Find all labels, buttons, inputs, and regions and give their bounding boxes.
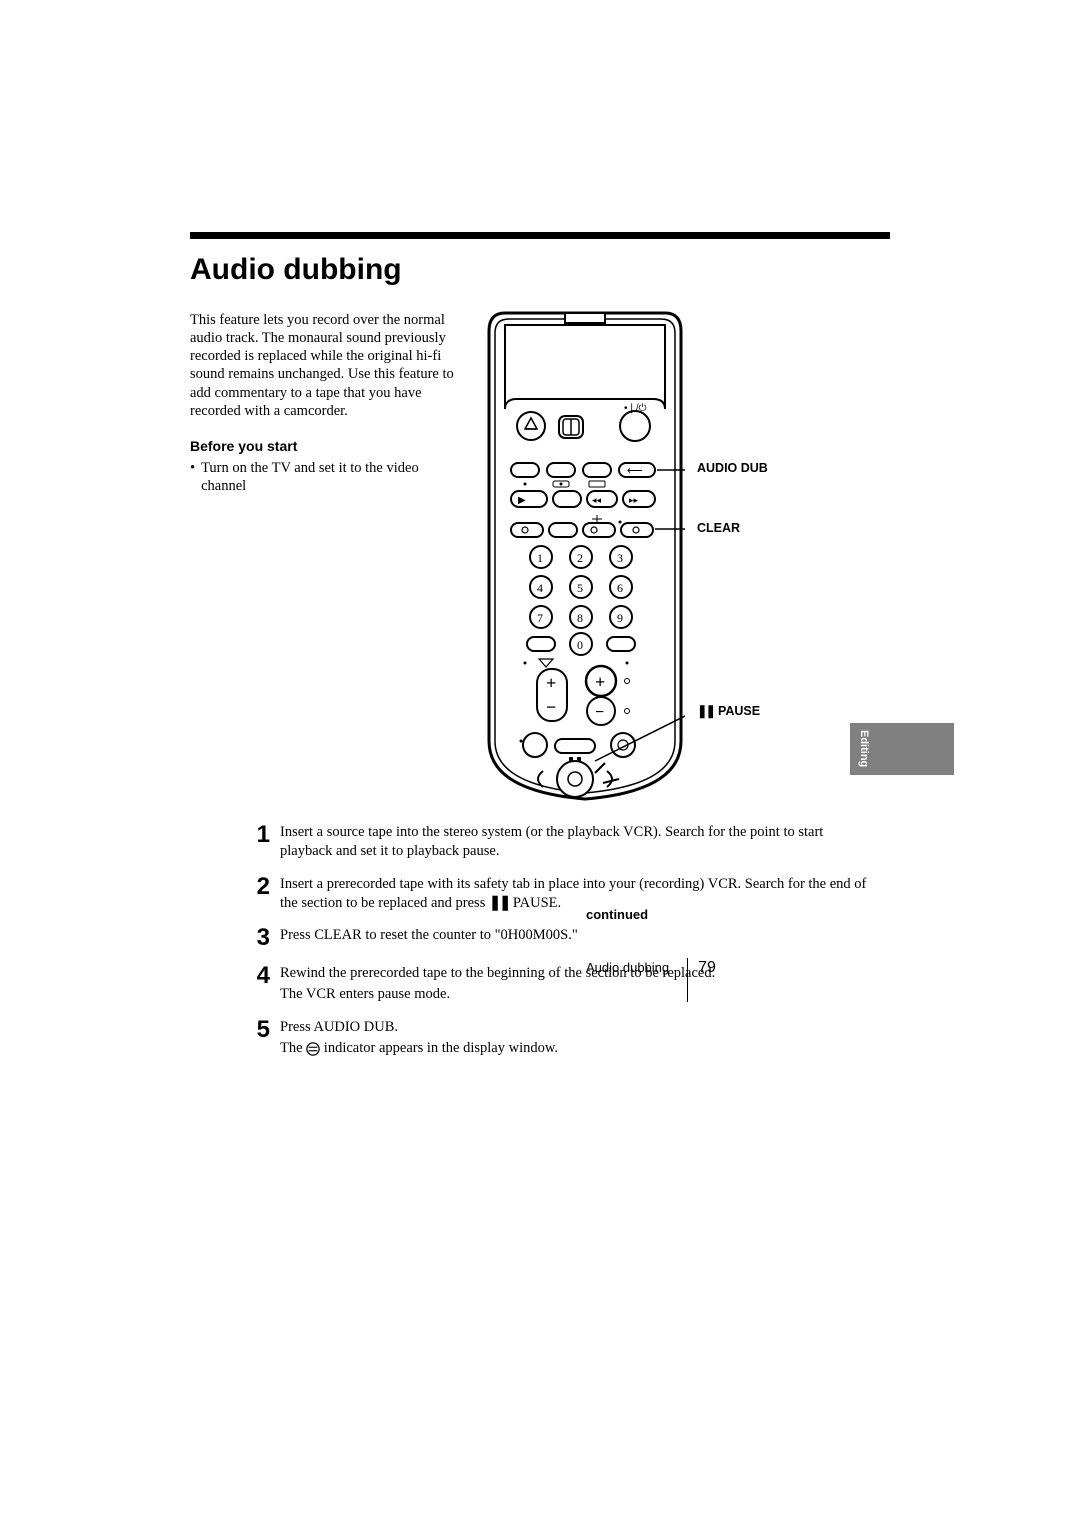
intro-paragraph: This feature lets you record over the no… [190, 311, 465, 420]
svg-text:8: 8 [577, 611, 583, 625]
side-tab-editing: Editing [850, 723, 954, 775]
section-top-bar [190, 232, 890, 239]
step-number: 5 [250, 1018, 270, 1042]
step-after-a: The [280, 1040, 306, 1056]
step-text: Insert a prerecorded tape with its safet… [280, 876, 866, 911]
step-number: 3 [250, 926, 270, 950]
footer-section-name: Audio dubbing [586, 960, 669, 975]
svg-text:4: 4 [537, 581, 543, 595]
callout-audio-dub-text: AUDIO DUB [697, 461, 768, 475]
bullet-text: Turn on the TV and set it to the video c… [201, 459, 465, 495]
side-tab-label: Editing [858, 730, 870, 767]
step-body: Press AUDIO DUB. The indicator appears i… [280, 1018, 558, 1058]
svg-text:▶: ▶ [518, 495, 526, 506]
svg-text:5: 5 [577, 581, 583, 595]
svg-text:−: − [546, 697, 556, 717]
footer-separator [687, 958, 688, 1002]
before-bullet: • Turn on the TV and set it to the video… [190, 459, 465, 495]
svg-text:1: 1 [537, 551, 543, 565]
pause-icon: ❚❚ [697, 704, 714, 718]
step-text-after: PAUSE. [509, 895, 561, 911]
step-text: Press AUDIO DUB. [280, 1019, 398, 1035]
step-body: Insert a source tape into the stereo sys… [280, 823, 870, 861]
svg-text:▸▸: ▸▸ [629, 495, 639, 505]
page-number: 79 [698, 959, 716, 977]
continued-label: continued [586, 907, 890, 922]
svg-text:−: − [595, 704, 604, 721]
before-you-start-heading: Before you start [190, 438, 465, 456]
remote-illustration: •❘/⏻ ⟵ ▶ ◂◂ [485, 311, 685, 806]
step-number: 1 [250, 823, 270, 847]
callout-clear-text: CLEAR [697, 521, 740, 535]
step-number: 4 [250, 964, 270, 988]
step-1: 1 Insert a source tape into the stereo s… [250, 823, 870, 861]
svg-text:3: 3 [617, 551, 623, 565]
pause-inline-icon: ❚❚ [489, 894, 509, 913]
svg-text:•❘/⏻: •❘/⏻ [624, 403, 647, 414]
svg-text:0: 0 [577, 638, 583, 652]
callout-clear: CLEAR [697, 521, 740, 535]
svg-text:+: + [595, 672, 605, 692]
dub-indicator-icon [306, 1042, 320, 1056]
step-number: 2 [250, 875, 270, 899]
callout-audio-dub: AUDIO DUB [697, 461, 768, 475]
svg-text:⟵: ⟵ [627, 465, 643, 477]
step-after: The indicator appears in the display win… [280, 1039, 558, 1058]
step-body: Press CLEAR to reset the counter to "0H0… [280, 926, 578, 945]
svg-text:6: 6 [617, 581, 623, 595]
svg-text:+: + [546, 673, 556, 693]
svg-text:◂◂: ◂◂ [592, 495, 602, 505]
svg-text:9: 9 [617, 611, 623, 625]
step-5: 5 Press AUDIO DUB. The indicator appears… [250, 1018, 870, 1058]
page-title: Audio dubbing [190, 253, 890, 287]
svg-text:7: 7 [537, 611, 543, 625]
page-footer: continued Audio dubbing 79 [586, 907, 890, 990]
bullet-dot: • [190, 459, 195, 495]
step-after-b: indicator appears in the display window. [324, 1040, 558, 1056]
callout-pause: ❚❚ PAUSE [697, 703, 760, 718]
svg-text:2: 2 [577, 551, 583, 565]
callout-pause-text: PAUSE [718, 704, 760, 718]
